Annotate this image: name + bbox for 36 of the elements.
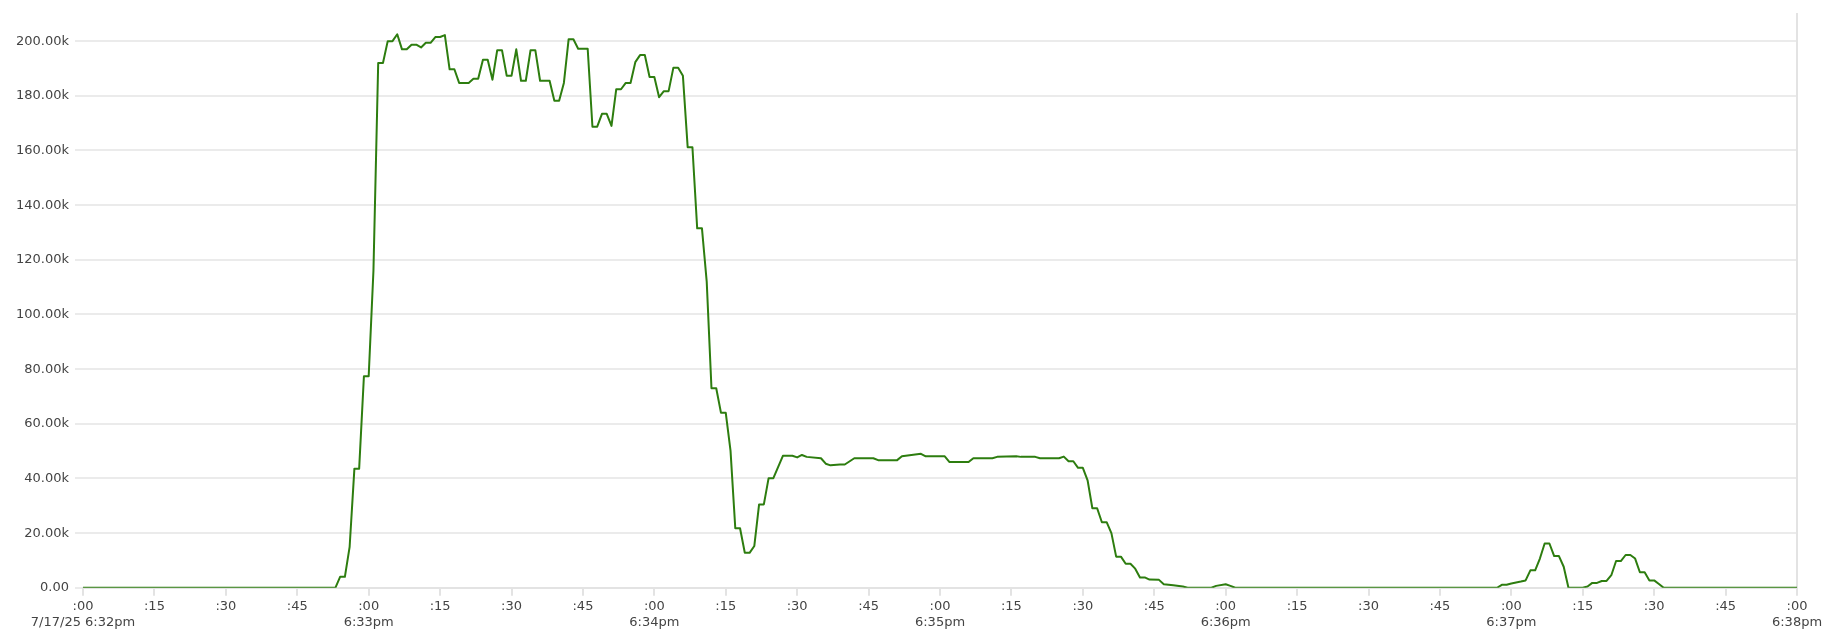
x-tick-label: :15: [429, 597, 451, 613]
x-tick-label: :00 6:38pm: [1771, 597, 1823, 629]
x-tick-label: :45: [1429, 597, 1451, 613]
y-tick-label: 200.00k: [16, 32, 70, 48]
y-tick-label: 40.00k: [24, 469, 70, 485]
x-tick-label: :45: [572, 597, 594, 613]
x-tick-label: :30: [501, 597, 522, 613]
x-tick-label: :15: [1286, 597, 1308, 613]
x-tick-label: :15: [715, 597, 737, 613]
y-tick-label: 100.00k: [16, 305, 70, 321]
x-tick-label: :45: [1715, 597, 1737, 613]
x-tick-label: :30: [215, 597, 237, 613]
y-tick-label: 80.00k: [24, 360, 70, 376]
y-tick-label: 60.00k: [24, 415, 70, 431]
y-tick-label: 20.00k: [24, 524, 70, 540]
y-tick-label: 140.00k: [16, 196, 70, 212]
x-tick-label: :00 6:34pm: [629, 597, 680, 629]
x-tick-label: :00 6:33pm: [343, 597, 394, 629]
x-tick-label: :45: [858, 597, 880, 613]
x-tick-label: :00 7/17/25 6:32pm: [30, 597, 136, 629]
x-tick-label: :30: [786, 597, 808, 613]
x-tick-label: :00 6:35pm: [914, 597, 966, 629]
y-tick-label: 180.00k: [16, 87, 70, 103]
x-tick-label: :15: [1000, 597, 1022, 613]
x-tick-label: :45: [286, 597, 308, 613]
x-tick-label: :30: [1358, 597, 1379, 613]
x-tick-label: :30: [1072, 597, 1094, 613]
y-tick-label: 0.00: [40, 579, 70, 595]
y-tick-label: 120.00k: [16, 251, 70, 267]
x-tick-label: :00 6:37pm: [1486, 597, 1537, 629]
x-tick-label: :15: [143, 597, 165, 613]
y-tick-label: 160.00k: [16, 141, 70, 157]
x-tick-label: :15: [1572, 597, 1594, 613]
x-tick-label: :30: [1643, 597, 1665, 613]
x-tick-label: :45: [1143, 597, 1165, 613]
x-tick-label: :00 6:36pm: [1200, 597, 1251, 629]
